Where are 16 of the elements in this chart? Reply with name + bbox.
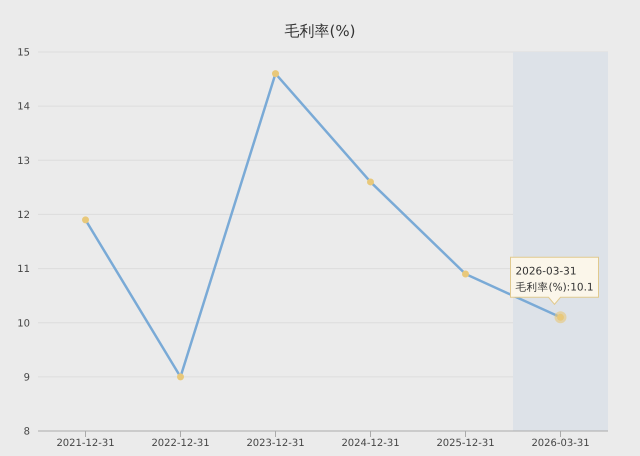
y-tick-label: 14 (17, 102, 30, 113)
x-tick-label: 2026-03-31 (531, 438, 590, 450)
annotation: 2026-03-31 毛利率(%):10.1 (516, 265, 594, 294)
y-tick-label: 10 (17, 318, 30, 330)
y-tick-label: 15 (17, 48, 30, 59)
x-tick-label: 2024-12-31 (341, 438, 400, 450)
x-tick-label: 2021-12-31 (56, 438, 115, 450)
x-tick-label: 2022-12-31 (151, 438, 210, 450)
x-tick-label: 2023-12-31 (246, 438, 305, 450)
y-tick-label: 8 (24, 426, 30, 438)
y-tick-label: 13 (17, 156, 30, 167)
y-tick-label: 12 (17, 210, 30, 221)
y-tick-label: 11 (17, 264, 30, 276)
x-tick-label: 2025-12-31 (436, 438, 495, 450)
y-tick-label: 9 (24, 372, 30, 384)
chart-title: 毛利率(%) (284, 22, 356, 41)
